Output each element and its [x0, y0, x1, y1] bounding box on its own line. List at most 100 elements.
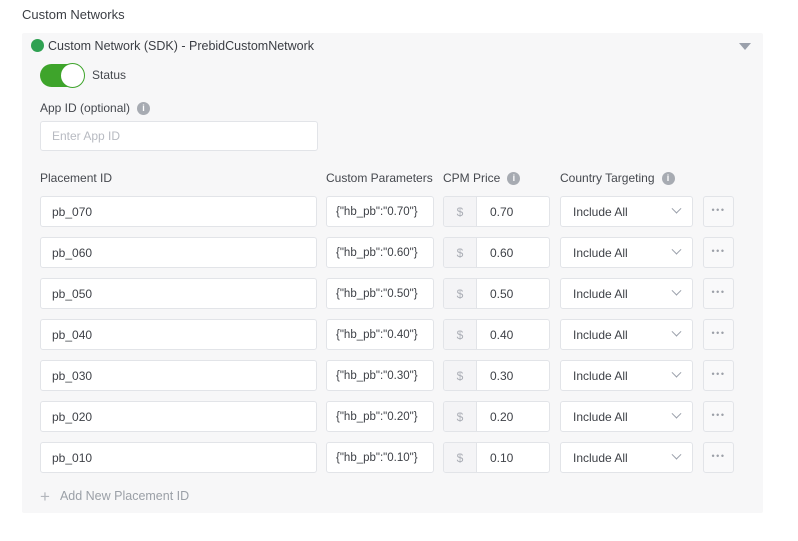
- chevron-down-icon: [671, 203, 682, 214]
- placement-id-input[interactable]: [40, 196, 317, 227]
- country-targeting-value: Include All: [573, 409, 628, 424]
- ellipsis-icon: •••: [711, 450, 726, 461]
- ellipsis-icon: •••: [711, 409, 726, 420]
- row-options-button[interactable]: •••: [703, 442, 734, 473]
- column-placement-id: Placement ID: [40, 171, 112, 185]
- column-cpm-price-label: CPM Price: [443, 171, 501, 185]
- table-row: $ Include All •••: [22, 196, 763, 227]
- chevron-down-icon: [671, 408, 682, 419]
- info-icon: i: [507, 171, 521, 185]
- country-targeting-value: Include All: [573, 327, 628, 342]
- status-toggle-row: Status: [40, 62, 127, 88]
- column-custom-parameters: Custom Parameters: [326, 171, 433, 185]
- row-options-button[interactable]: •••: [703, 196, 734, 227]
- currency-prefix: $: [444, 443, 477, 472]
- table-column-headers: Placement ID Custom Parameters CPM Price…: [22, 171, 763, 185]
- placement-id-input[interactable]: [40, 237, 317, 268]
- country-targeting-value: Include All: [573, 286, 628, 301]
- status-toggle-knob: [60, 62, 85, 88]
- country-targeting-select[interactable]: Include All: [560, 442, 693, 473]
- add-new-placement-label: Add New Placement ID: [59, 489, 190, 503]
- cpm-price-field: $: [443, 319, 550, 350]
- add-new-placement-button[interactable]: + Add New Placement ID: [40, 487, 189, 505]
- cpm-price-field: $: [443, 360, 550, 391]
- info-icon: i: [661, 171, 675, 185]
- placement-id-input[interactable]: [40, 360, 317, 391]
- cpm-price-input[interactable]: [477, 443, 549, 472]
- row-options-button[interactable]: •••: [703, 401, 734, 432]
- status-toggle[interactable]: [40, 62, 85, 88]
- cpm-price-input[interactable]: [477, 402, 549, 431]
- placement-id-input[interactable]: [40, 278, 317, 309]
- chevron-down-icon: [671, 285, 682, 296]
- country-targeting-value: Include All: [573, 245, 628, 260]
- country-targeting-value: Include All: [573, 368, 628, 383]
- currency-prefix: $: [444, 402, 477, 431]
- currency-prefix: $: [444, 197, 477, 226]
- currency-prefix: $: [444, 361, 477, 390]
- placement-id-input[interactable]: [40, 319, 317, 350]
- column-custom-parameters-label: Custom Parameters: [326, 171, 433, 185]
- table-row: $ Include All •••: [22, 401, 763, 432]
- ellipsis-icon: •••: [711, 368, 726, 379]
- custom-parameters-input[interactable]: [326, 319, 434, 350]
- row-options-button[interactable]: •••: [703, 360, 734, 391]
- country-targeting-select[interactable]: Include All: [560, 196, 693, 227]
- custom-parameters-input[interactable]: [326, 237, 434, 268]
- column-country-targeting: Country Targeting i: [560, 171, 675, 185]
- placement-id-input[interactable]: [40, 442, 317, 473]
- table-row: $ Include All •••: [22, 442, 763, 473]
- country-targeting-value: Include All: [573, 450, 628, 465]
- network-card-title: Custom Network (SDK) - PrebidCustomNetwo…: [48, 39, 315, 53]
- page-title: Custom Networks: [22, 7, 125, 22]
- cpm-price-input[interactable]: [477, 361, 549, 390]
- network-status-dot: [31, 39, 44, 52]
- ellipsis-icon: •••: [711, 327, 726, 338]
- row-options-button[interactable]: •••: [703, 237, 734, 268]
- chevron-down-icon: [671, 449, 682, 460]
- collapse-caret-icon[interactable]: [739, 43, 751, 50]
- cpm-price-field: $: [443, 237, 550, 268]
- custom-parameters-input[interactable]: [326, 360, 434, 391]
- currency-prefix: $: [444, 320, 477, 349]
- app-id-input[interactable]: [40, 121, 318, 151]
- custom-parameters-input[interactable]: [326, 196, 434, 227]
- column-cpm-price: CPM Price i: [443, 171, 521, 185]
- chevron-down-icon: [671, 326, 682, 337]
- row-options-button[interactable]: •••: [703, 319, 734, 350]
- cpm-price-field: $: [443, 278, 550, 309]
- info-icon: i: [137, 101, 151, 115]
- custom-parameters-input[interactable]: [326, 278, 434, 309]
- custom-parameters-input[interactable]: [326, 442, 434, 473]
- cpm-price-input[interactable]: [477, 279, 549, 308]
- table-row: $ Include All •••: [22, 237, 763, 268]
- ellipsis-icon: •••: [711, 204, 726, 215]
- cpm-price-input[interactable]: [477, 238, 549, 267]
- row-options-button[interactable]: •••: [703, 278, 734, 309]
- country-targeting-select[interactable]: Include All: [560, 360, 693, 391]
- plus-icon: +: [40, 486, 50, 506]
- custom-parameters-input[interactable]: [326, 401, 434, 432]
- ellipsis-icon: •••: [711, 286, 726, 297]
- currency-prefix: $: [444, 279, 477, 308]
- cpm-price-field: $: [443, 442, 550, 473]
- app-id-label-row: App ID (optional) i: [40, 101, 151, 115]
- column-country-targeting-label: Country Targeting: [560, 171, 655, 185]
- table-row: $ Include All •••: [22, 278, 763, 309]
- column-placement-id-label: Placement ID: [40, 171, 113, 185]
- country-targeting-select[interactable]: Include All: [560, 401, 693, 432]
- cpm-price-input[interactable]: [477, 320, 549, 349]
- cpm-price-field: $: [443, 401, 550, 432]
- custom-network-card: Custom Network (SDK) - PrebidCustomNetwo…: [22, 33, 763, 513]
- placement-id-input[interactable]: [40, 401, 317, 432]
- table-row: $ Include All •••: [22, 360, 763, 391]
- country-targeting-select[interactable]: Include All: [560, 319, 693, 350]
- country-targeting-select[interactable]: Include All: [560, 278, 693, 309]
- cpm-price-field: $: [443, 196, 550, 227]
- cpm-price-input[interactable]: [477, 197, 549, 226]
- country-targeting-select[interactable]: Include All: [560, 237, 693, 268]
- country-targeting-value: Include All: [573, 204, 628, 219]
- ellipsis-icon: •••: [711, 245, 726, 256]
- status-toggle-label: Status: [92, 68, 127, 82]
